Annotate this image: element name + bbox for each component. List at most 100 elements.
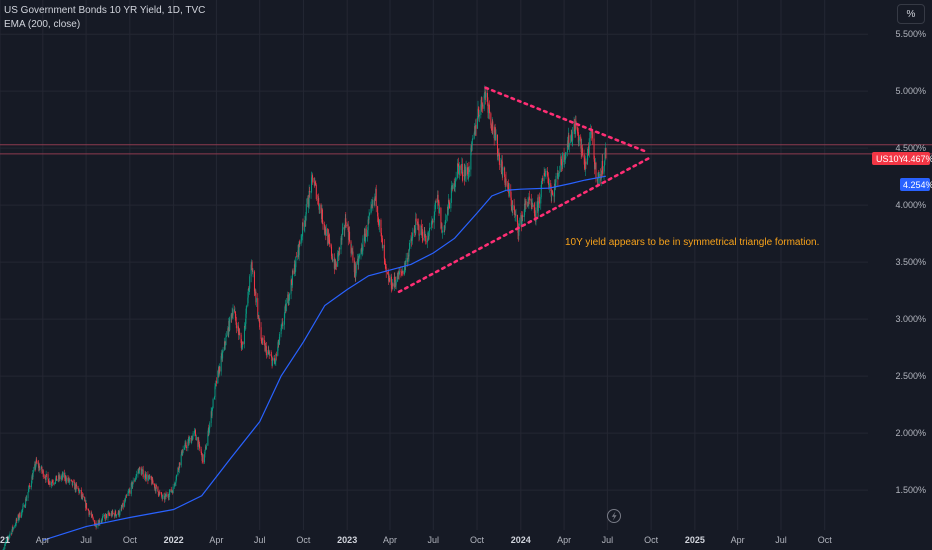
candle-body	[217, 370, 219, 384]
legend-indicator[interactable]: EMA (200, close)	[4, 19, 81, 30]
candle-body	[107, 512, 109, 518]
candle-body	[455, 177, 457, 180]
candle-body	[311, 175, 313, 178]
candle-body	[401, 272, 403, 273]
candle-body	[28, 485, 30, 490]
candle-body	[234, 311, 236, 318]
price-axis[interactable]: 1.500% 2.000% 2.500% 3.000% 3.500% 4.000% 4.50…	[895, 29, 926, 495]
candle-body	[338, 247, 340, 256]
candle-body	[241, 343, 243, 350]
candle-body	[598, 173, 600, 178]
x-tick-label: Apr	[36, 535, 50, 545]
candle-body	[558, 173, 560, 174]
candle-body	[96, 526, 98, 527]
candle-body	[375, 189, 377, 207]
y-tick-label: 4.000%	[895, 200, 926, 210]
candle-body	[534, 207, 536, 217]
candle-body	[320, 204, 322, 213]
x-tick-label: Jul	[602, 535, 614, 545]
candle-body	[492, 121, 494, 131]
candle-body	[310, 191, 312, 193]
candle-body	[35, 465, 37, 469]
candle-body	[383, 245, 385, 259]
candle-body	[235, 317, 237, 323]
candle-body	[340, 237, 342, 250]
candle-body	[46, 474, 48, 475]
candle-body	[303, 226, 305, 227]
candle-body	[11, 530, 13, 534]
candle-body	[405, 257, 407, 262]
candle-body	[261, 343, 263, 344]
candle-body	[502, 169, 504, 176]
candle-body	[508, 189, 510, 197]
candle-body	[41, 471, 43, 473]
candle-body	[437, 194, 439, 201]
candle-body	[395, 281, 397, 286]
candle-body	[291, 279, 293, 283]
candle-body	[475, 124, 477, 135]
candle-body	[57, 479, 59, 481]
candle-body	[430, 227, 432, 229]
candle-body	[425, 241, 427, 243]
candle-body	[41, 466, 43, 472]
candle-body	[54, 482, 56, 484]
candle-body	[214, 396, 216, 400]
candle-body	[224, 344, 226, 346]
candle-body	[342, 227, 344, 230]
candle-body	[127, 493, 129, 497]
candle-body	[275, 354, 277, 356]
candle-body	[574, 124, 576, 126]
candle-body	[344, 227, 346, 231]
candle-body	[68, 481, 70, 482]
candle-body	[538, 196, 540, 204]
candle-body	[415, 218, 417, 222]
triangle-trendlines[interactable]	[397, 86, 652, 294]
candle-body	[359, 254, 361, 257]
candle-body	[308, 206, 310, 208]
candle-body	[48, 484, 50, 485]
y-tick-label: 5.500%	[895, 29, 926, 39]
candle-body	[478, 111, 480, 117]
time-axis[interactable]: 2021 Apr Jul Oct 2022 Apr Jul Oct 2023 Apr Jul Oct 2…	[0, 535, 832, 545]
candle-body	[398, 271, 400, 280]
annotation-text[interactable]: 10Y yield appears to be in symmetrical t…	[565, 237, 819, 248]
candle-body	[498, 152, 500, 155]
candle-body	[232, 309, 234, 316]
candle-body	[262, 338, 264, 341]
candle-body	[212, 407, 214, 409]
candle-body	[89, 512, 91, 514]
candle-body	[60, 477, 62, 480]
candle-body	[208, 428, 210, 434]
candle-body	[21, 509, 23, 510]
candle-body	[112, 511, 114, 514]
candle-body	[262, 338, 264, 344]
candle-body	[105, 514, 107, 520]
candle-body	[324, 227, 326, 233]
candle-body	[601, 171, 603, 172]
candle-body	[100, 520, 102, 523]
legend-title[interactable]: US Government Bonds 10 YR Yield, 1D, TVC	[4, 5, 206, 16]
candle-body	[15, 524, 17, 526]
candle-body	[24, 505, 26, 508]
candle-body	[530, 199, 532, 205]
candle-body	[149, 475, 151, 478]
x-tick-label: Jul	[254, 535, 266, 545]
candle-body	[428, 231, 430, 240]
candle-body	[47, 474, 49, 480]
candle-body	[430, 222, 432, 228]
candle-body	[402, 270, 404, 275]
candle-body	[576, 128, 578, 132]
candle-body	[102, 516, 104, 518]
candle-body	[577, 131, 579, 133]
percent-scale-button[interactable]: %	[897, 4, 925, 24]
lightning-icon[interactable]	[607, 509, 621, 523]
candle-body	[452, 183, 454, 190]
candle-body	[388, 274, 390, 282]
candle-body	[28, 485, 30, 487]
candle-body	[581, 144, 583, 155]
candle-body	[480, 104, 482, 115]
candle-body	[243, 326, 245, 344]
candle-body	[424, 230, 426, 237]
candle-body	[94, 525, 96, 526]
